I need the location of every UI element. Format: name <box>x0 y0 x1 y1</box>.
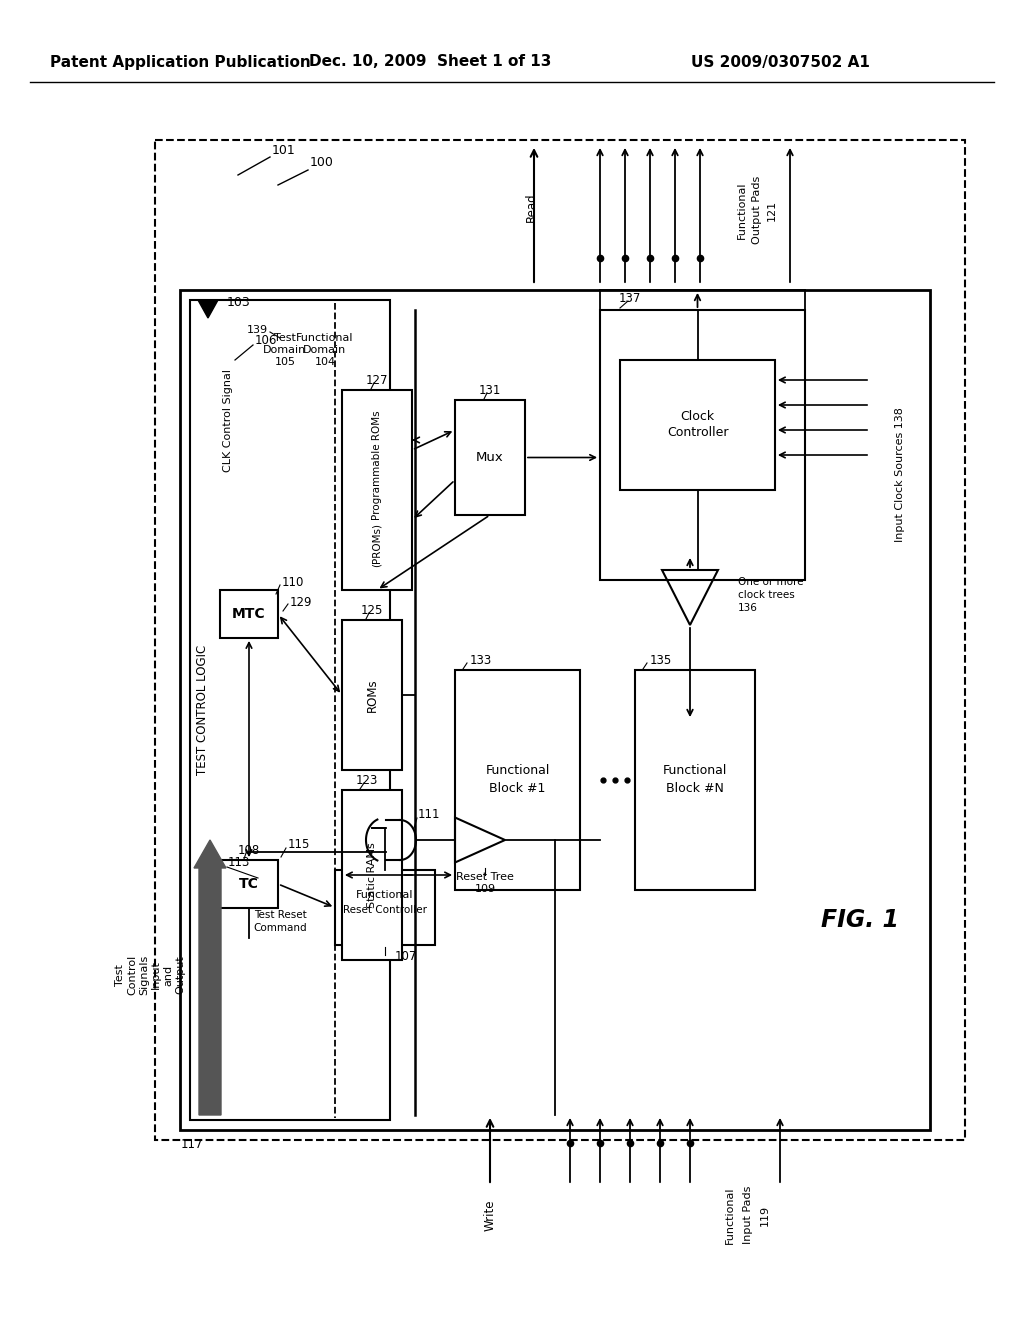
Bar <box>635 671 755 890</box>
Text: Command: Command <box>253 923 307 933</box>
Text: 110: 110 <box>282 576 304 589</box>
Text: TC: TC <box>239 876 259 891</box>
Text: FIG. 1: FIG. 1 <box>821 908 899 932</box>
Bar <box>455 671 580 890</box>
Polygon shape <box>198 300 218 318</box>
Bar <box>342 789 402 960</box>
Text: 103: 103 <box>227 297 251 309</box>
Text: 123: 123 <box>355 774 378 787</box>
Text: 121: 121 <box>767 199 777 220</box>
Text: Static RAMs: Static RAMs <box>367 842 377 908</box>
Text: Write: Write <box>483 1200 497 1230</box>
Text: Test: Test <box>115 964 125 986</box>
Bar <box>335 870 435 945</box>
Text: Read: Read <box>524 193 538 222</box>
Text: Test: Test <box>274 333 296 343</box>
Text: and: and <box>163 965 173 986</box>
Text: 133: 133 <box>470 653 493 667</box>
Text: 106: 106 <box>255 334 278 346</box>
Text: Reset Tree: Reset Tree <box>456 871 514 882</box>
Text: Output: Output <box>175 956 185 994</box>
Text: 139: 139 <box>247 325 268 335</box>
Text: Mux: Mux <box>476 451 504 465</box>
Text: CLK Control Signal: CLK Control Signal <box>223 368 233 471</box>
Text: Functional: Functional <box>737 181 746 239</box>
Text: Domain: Domain <box>263 345 306 355</box>
Bar <box>600 310 805 579</box>
Bar <box>180 290 930 1130</box>
Bar <box>620 360 775 490</box>
Text: 108: 108 <box>238 843 260 857</box>
Text: clock trees: clock trees <box>738 590 795 601</box>
Text: Control: Control <box>127 954 137 995</box>
Text: Signals: Signals <box>139 954 150 995</box>
Text: Input: Input <box>151 961 161 990</box>
Text: (PROMs): (PROMs) <box>372 523 382 568</box>
Text: ROMs: ROMs <box>366 678 379 711</box>
Text: 119: 119 <box>760 1204 770 1225</box>
Text: MTC: MTC <box>232 607 266 620</box>
Text: 115: 115 <box>288 838 310 851</box>
Text: Domain: Domain <box>303 345 347 355</box>
Text: 100: 100 <box>310 156 334 169</box>
Text: 104: 104 <box>314 356 336 367</box>
Text: Functional: Functional <box>663 763 727 776</box>
Text: Output Pads: Output Pads <box>752 176 762 244</box>
Bar <box>342 620 402 770</box>
Text: Programmable ROMs: Programmable ROMs <box>372 411 382 520</box>
Text: Clock: Clock <box>680 411 715 424</box>
Text: One or more: One or more <box>738 577 804 587</box>
Text: 101: 101 <box>272 144 296 157</box>
Text: 135: 135 <box>650 653 672 667</box>
Text: Input Clock Sources 138: Input Clock Sources 138 <box>895 408 905 543</box>
Text: 129: 129 <box>290 595 312 609</box>
Text: 117: 117 <box>181 1138 203 1151</box>
Text: 137: 137 <box>618 292 641 305</box>
Text: Reset Controller: Reset Controller <box>343 906 427 915</box>
Bar <box>220 590 278 638</box>
Text: Input Pads: Input Pads <box>743 1185 753 1245</box>
Text: 109: 109 <box>474 883 496 894</box>
FancyArrow shape <box>194 840 226 1115</box>
Bar <box>455 400 525 515</box>
Text: 105: 105 <box>274 356 296 367</box>
Bar <box>190 300 390 1119</box>
Text: Dec. 10, 2009  Sheet 1 of 13: Dec. 10, 2009 Sheet 1 of 13 <box>309 54 551 70</box>
Bar <box>155 140 965 1140</box>
Text: Controller: Controller <box>667 426 728 440</box>
Bar <box>220 861 278 908</box>
Text: US 2009/0307502 A1: US 2009/0307502 A1 <box>690 54 869 70</box>
Text: Functional: Functional <box>296 333 353 343</box>
Text: 107: 107 <box>395 950 418 964</box>
Text: Functional: Functional <box>356 890 414 900</box>
Text: Block #1: Block #1 <box>489 781 546 795</box>
Text: 113: 113 <box>228 857 251 870</box>
Text: 125: 125 <box>360 603 383 616</box>
Text: 131: 131 <box>479 384 501 396</box>
Text: TEST CONTROL LOGIC: TEST CONTROL LOGIC <box>197 645 210 775</box>
Text: 127: 127 <box>366 374 388 387</box>
Text: Block #N: Block #N <box>666 781 724 795</box>
Text: Functional: Functional <box>485 763 550 776</box>
Text: 136: 136 <box>738 603 758 612</box>
Bar <box>342 389 412 590</box>
Text: Functional: Functional <box>725 1187 735 1243</box>
Text: Test Reset: Test Reset <box>254 909 306 920</box>
Text: Patent Application Publication: Patent Application Publication <box>49 54 310 70</box>
Text: 111: 111 <box>418 808 440 821</box>
